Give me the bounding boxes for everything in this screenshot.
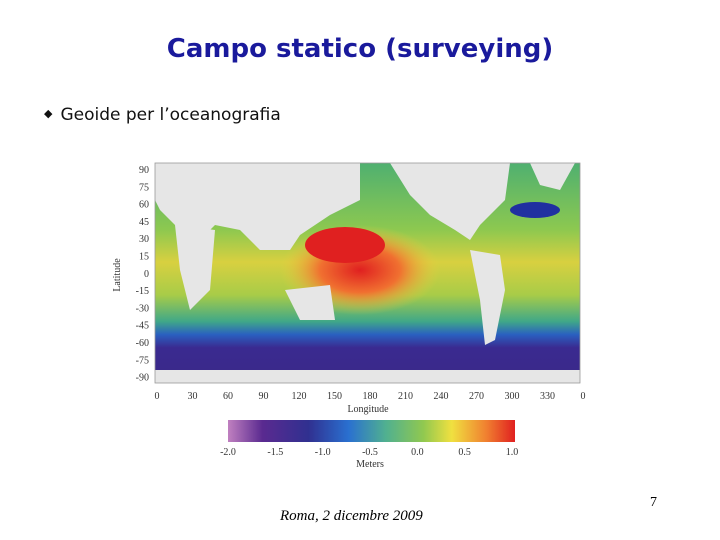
y-tick-label: -15 (136, 286, 149, 297)
colorbar (228, 420, 515, 442)
page-number: 7 (650, 495, 657, 510)
colorbar-tick-label: 0.5 (458, 447, 471, 458)
x-tick-label: 300 (505, 391, 520, 402)
y-axis-label: Latitude (112, 258, 123, 292)
x-tick-label: 0 (581, 391, 586, 402)
y-tick-label: 0 (144, 269, 149, 280)
x-tick-label: 0 (155, 391, 160, 402)
y-tick-label: -45 (136, 321, 149, 332)
x-tick-label: 180 (363, 391, 378, 402)
slide-title: Campo statico (surveying) (166, 34, 554, 64)
y-tick-label: 45 (139, 217, 149, 228)
x-tick-label: 240 (434, 391, 449, 402)
y-tick-label: 75 (139, 182, 149, 193)
x-tick-label: 60 (223, 391, 233, 402)
y-tick-label: -30 (136, 303, 149, 314)
footer-date: Roma, 2 dicembre 2009 (280, 508, 423, 524)
y-tick-label: 15 (139, 252, 149, 263)
x-axis-label: Longitude (347, 404, 389, 415)
y-tick-label: 60 (139, 200, 149, 211)
y-tick-label: -75 (136, 355, 149, 366)
map (154, 162, 581, 384)
y-tick-label: -60 (136, 338, 149, 349)
bullet-text: Geoide per l’oceanografia (60, 105, 281, 125)
x-tick-label: 30 (188, 391, 198, 402)
y-tick-label: -90 (136, 373, 149, 384)
x-tick-label: 150 (327, 391, 342, 402)
y-tick-label: 90 (139, 165, 149, 176)
x-tick-label: 270 (469, 391, 484, 402)
colorbar-tick-label: -2.0 (220, 447, 236, 458)
colorbar-tick-label: 1.0 (506, 447, 519, 458)
x-tick-label: 330 (540, 391, 555, 402)
x-tick-label: 210 (398, 391, 413, 402)
colorbar-tick-label: -1.5 (267, 447, 283, 458)
x-tick-label: 90 (259, 391, 269, 402)
figure: Latitude Longitude 9075604530150-15-30-4… (112, 162, 586, 470)
colorbar-tick-label: 0.0 (411, 447, 424, 458)
colorbar-tick-label: -1.0 (315, 447, 331, 458)
bullet: ◆ Geoide per l’oceanografia (44, 105, 281, 125)
y-tick-label: 30 (139, 234, 149, 245)
colorbar-tick-label: -0.5 (362, 447, 378, 458)
colorbar-label: Meters (356, 459, 384, 470)
x-tick-label: 120 (292, 391, 307, 402)
